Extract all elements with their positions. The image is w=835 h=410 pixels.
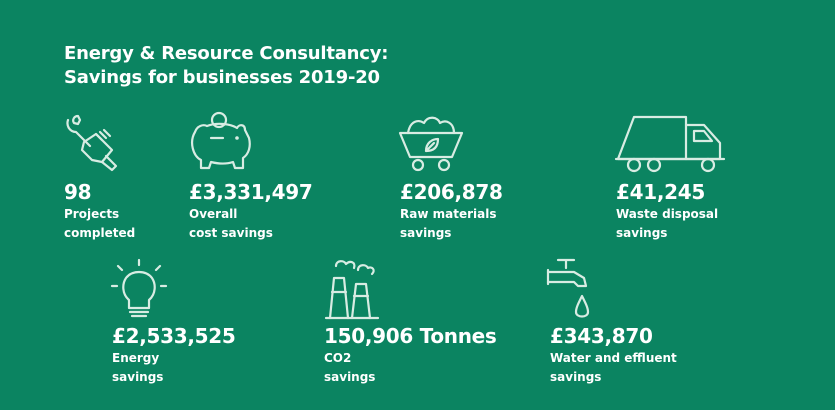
garbage-truck-icon bbox=[614, 115, 726, 173]
stat-label-line-1: Water and effluent bbox=[550, 351, 677, 365]
stat-label-line-2: savings bbox=[112, 370, 164, 384]
piggy-bank-icon bbox=[191, 111, 251, 170]
stat-value: £3,331,497 bbox=[189, 180, 313, 204]
stat-label-line-2: completed bbox=[64, 226, 136, 240]
stat-label-line-2: savings bbox=[550, 370, 602, 384]
factory-chimney-icon bbox=[324, 260, 380, 320]
stat-label-line-1: CO2 bbox=[324, 351, 352, 365]
light-bulb-icon bbox=[110, 258, 168, 318]
stat-label-line-2: cost savings bbox=[189, 226, 273, 240]
stat-label-line-2: savings bbox=[400, 226, 452, 240]
title-line-2: Savings for businesses 2019-20 bbox=[64, 67, 380, 88]
mining-cart-icon bbox=[398, 116, 464, 172]
stat-value: 150,906 Tonnes bbox=[324, 324, 497, 348]
wrench-hand-icon bbox=[66, 114, 118, 172]
stat-label-line-1: Energy bbox=[112, 351, 160, 365]
stat-label-line-2: savings bbox=[616, 226, 668, 240]
stat-value: £41,245 bbox=[616, 180, 705, 204]
water-tap-icon bbox=[546, 258, 590, 318]
stat-value: £343,870 bbox=[550, 324, 653, 348]
stat-value: £206,878 bbox=[400, 180, 503, 204]
title-line-1: Energy & Resource Consultancy: bbox=[64, 43, 389, 64]
stat-value: £2,533,525 bbox=[112, 324, 236, 348]
stat-label-line-1: Raw materials bbox=[400, 207, 497, 221]
stat-label-line-1: Projects bbox=[64, 207, 120, 221]
stat-label-line-2: savings bbox=[324, 370, 376, 384]
stat-label-line-1: Overall bbox=[189, 207, 238, 221]
page-title: Energy & Resource Consultancy: Savings f… bbox=[64, 42, 388, 90]
stat-label-line-1: Waste disposal bbox=[616, 207, 719, 221]
stat-value: 98 bbox=[64, 180, 92, 204]
